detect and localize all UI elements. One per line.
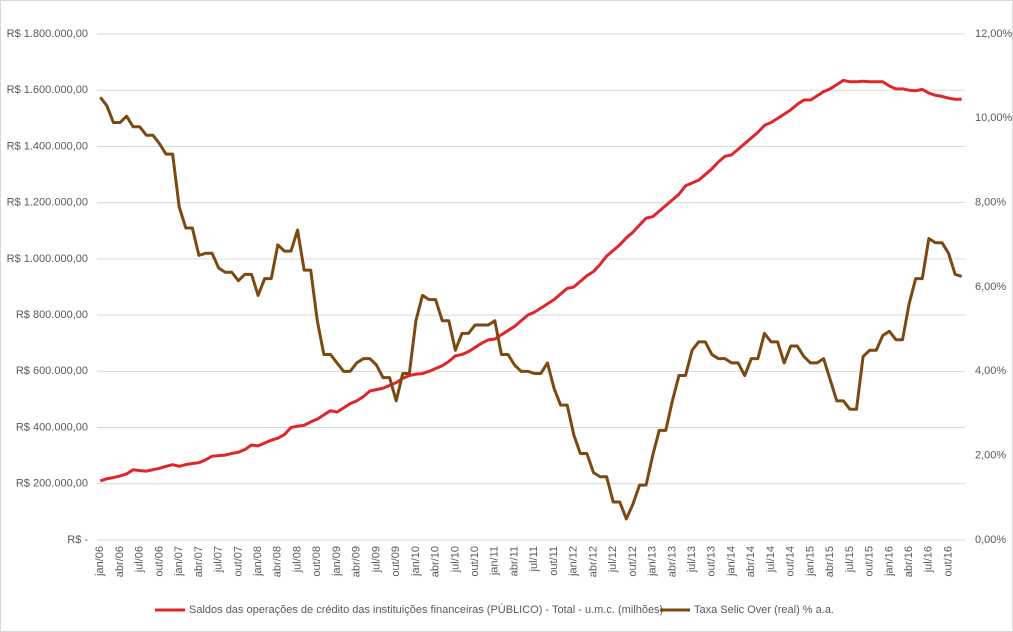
- x-tick-label: out/09: [390, 546, 402, 577]
- y2-tick-label: 4,00%: [975, 365, 1006, 377]
- x-tick-label: jan/12: [568, 546, 580, 577]
- x-tick-label: jul/15: [844, 546, 856, 573]
- y2-tick-label: 0,00%: [975, 534, 1006, 546]
- y2-tick-label: 12,00%: [975, 28, 1013, 40]
- y-tick-label: R$ 1.200.000,00: [7, 197, 88, 209]
- x-tick-label: jul/11: [528, 546, 540, 572]
- x-tick-label: abr/16: [903, 546, 915, 577]
- x-tick-label: jul/14: [765, 546, 777, 573]
- y-tick-label: R$ 1.000.000,00: [7, 253, 88, 265]
- y-tick-label: R$ 400.000,00: [16, 421, 88, 433]
- legend-label: Saldos das operações de crédito das inst…: [189, 603, 663, 616]
- x-tick-label: out/11: [548, 546, 560, 576]
- y2-tick-label: 2,00%: [975, 450, 1006, 462]
- x-tick-label: jul/13: [686, 546, 698, 573]
- x-tick-label: jan/09: [331, 546, 343, 577]
- x-tick-label: out/06: [153, 546, 165, 577]
- x-tick-label: out/15: [864, 546, 876, 577]
- x-tick-label: abr/15: [824, 546, 836, 577]
- series-line: [99, 96, 963, 521]
- x-tick-label: abr/10: [430, 546, 442, 577]
- x-tick-label: jul/08: [291, 546, 303, 573]
- x-tick-label: jan/06: [94, 546, 106, 577]
- x-tick-label: abr/08: [272, 546, 284, 577]
- x-tick-label: abr/09: [351, 546, 363, 577]
- x-tick-label: jan/08: [252, 546, 264, 577]
- y2-tick-label: 6,00%: [975, 281, 1006, 293]
- x-tick-label: out/16: [942, 546, 954, 577]
- x-tick-label: abr/06: [114, 546, 126, 577]
- x-tick-label: out/07: [232, 546, 244, 577]
- y-tick-label: R$ 1.600.000,00: [7, 84, 88, 96]
- y-tick-label: R$ 1.400.000,00: [7, 140, 88, 152]
- y2-tick-label: 10,00%: [975, 112, 1013, 124]
- x-tick-label: jul/16: [923, 546, 935, 573]
- x-tick-label: out/08: [311, 546, 323, 577]
- x-tick-label: jan/14: [725, 546, 737, 577]
- x-tick-label: jul/06: [134, 546, 146, 573]
- y-tick-label: R$ 600.000,00: [16, 365, 88, 377]
- y2-tick-label: 8,00%: [975, 197, 1006, 209]
- y-tick-label: R$ 1.800.000,00: [7, 28, 88, 40]
- x-tick-label: jul/09: [370, 546, 382, 573]
- x-tick-label: out/12: [627, 546, 639, 577]
- x-tick-label: jan/16: [883, 546, 895, 577]
- x-tick-label: jan/07: [173, 546, 185, 577]
- x-tick-label: abr/11: [508, 546, 520, 576]
- series-line: [99, 78, 962, 483]
- x-tick-label: out/14: [785, 546, 797, 577]
- x-tick-label: out/13: [706, 546, 718, 577]
- x-tick-label: jan/10: [410, 546, 422, 577]
- x-tick-label: jan/11: [489, 546, 501, 576]
- x-tick-label: jul/12: [607, 546, 619, 573]
- y-tick-label: R$ 200.000,00: [16, 478, 88, 490]
- x-tick-label: jul/07: [213, 546, 225, 573]
- x-tick-label: abr/12: [587, 546, 599, 577]
- legend-label: Taxa Selic Over (real) % a.a.: [694, 604, 834, 616]
- x-tick-label: jan/15: [804, 546, 816, 577]
- x-tick-label: jul/10: [449, 546, 461, 573]
- x-tick-label: abr/07: [193, 546, 205, 577]
- x-tick-label: jan/13: [647, 546, 659, 577]
- y-tick-label: R$ 800.000,00: [16, 309, 88, 321]
- x-tick-label: abr/14: [745, 546, 757, 577]
- x-tick-label: out/10: [469, 546, 481, 577]
- y-tick-label: R$ -: [67, 534, 88, 546]
- x-tick-label: abr/13: [666, 546, 678, 577]
